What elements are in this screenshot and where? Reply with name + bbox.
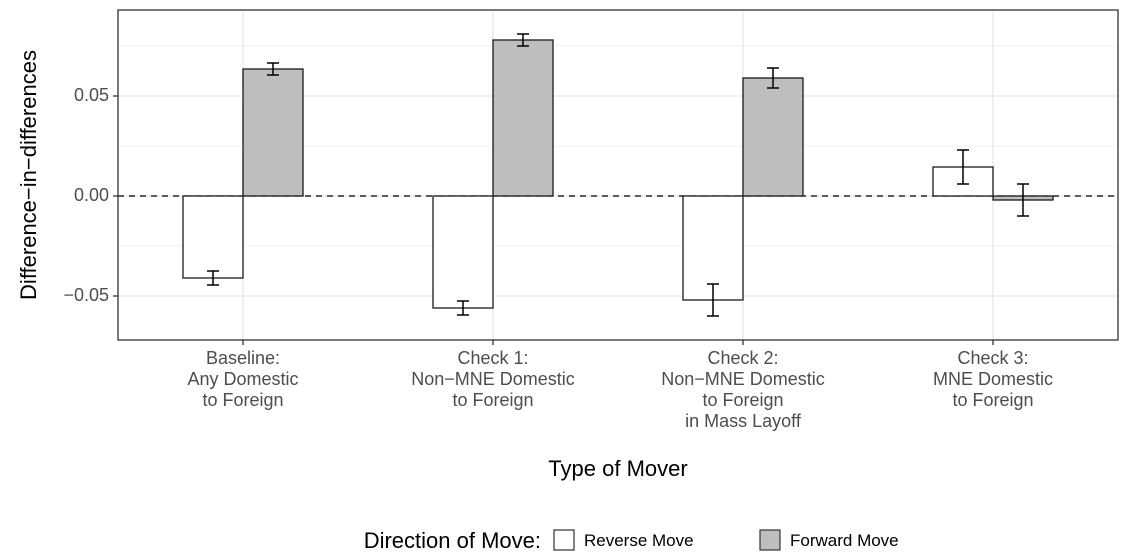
x-tick-label: Check 1: Non−MNE Domestic to Foreign bbox=[411, 348, 575, 410]
error-bar-reverse-move bbox=[707, 283, 719, 317]
error-bar-forward-move bbox=[267, 62, 279, 76]
bar-forward-move bbox=[492, 39, 554, 197]
bar-reverse-move bbox=[182, 195, 244, 279]
plot-border bbox=[117, 9, 1119, 341]
x-tick-label: Baseline: Any Domestic to Foreign bbox=[187, 348, 298, 410]
legend-key-reverse-move bbox=[553, 529, 575, 551]
bar-forward-move bbox=[742, 77, 804, 197]
legend-title: Direction of Move: bbox=[364, 528, 541, 553]
error-bar-forward-move bbox=[1017, 183, 1029, 217]
x-tick-label: Check 2: Non−MNE Domestic to Foreign in Mas… bbox=[661, 348, 825, 431]
legend-label-forward-move: Forward Move bbox=[790, 531, 899, 550]
bar-reverse-move bbox=[432, 195, 494, 309]
error-bar-forward-move bbox=[517, 33, 529, 47]
y-tick-label: 0.05 bbox=[74, 85, 109, 105]
y-axis-title: Difference−in−differences bbox=[16, 50, 41, 300]
bar-reverse-move bbox=[682, 195, 744, 301]
x-axis: Baseline: Any Domestic to Foreign Check 1: N… bbox=[187, 340, 1053, 431]
y-tick-label: 0.00 bbox=[74, 185, 109, 205]
y-axis: −0.05 0.00 0.05 bbox=[63, 85, 118, 305]
legend-key-forward-move bbox=[759, 529, 781, 551]
error-bar-reverse-move bbox=[457, 300, 469, 316]
legend: Direction of Move: Reverse Move Forward … bbox=[364, 528, 899, 553]
bar-forward-move bbox=[242, 68, 304, 197]
error-bar-forward-move bbox=[767, 67, 779, 89]
error-bars bbox=[207, 33, 1029, 317]
x-tick-label: Check 3: MNE Domestic to Foreign bbox=[933, 348, 1053, 410]
bars bbox=[182, 39, 1054, 309]
y-tick-label: −0.05 bbox=[63, 285, 109, 305]
legend-label-reverse-move: Reverse Move bbox=[584, 531, 694, 550]
error-bar-reverse-move bbox=[207, 270, 219, 286]
error-bar-reverse-move bbox=[957, 149, 969, 185]
x-axis-title: Type of Mover bbox=[548, 456, 687, 481]
